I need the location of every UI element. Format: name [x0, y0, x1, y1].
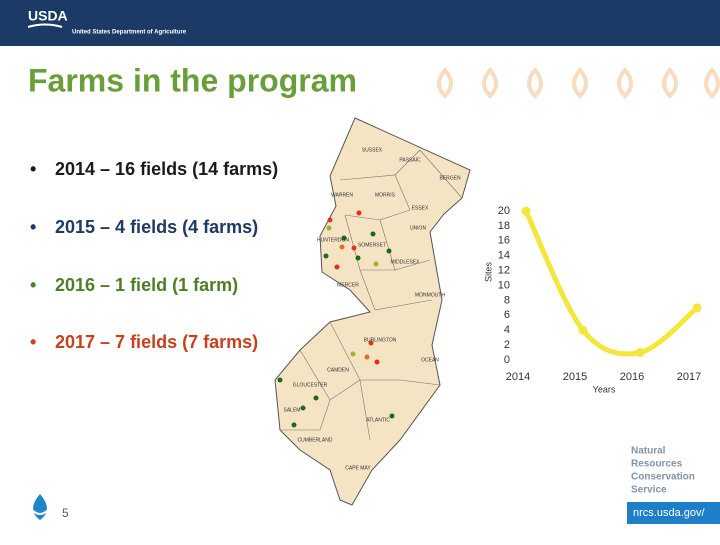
x-tick-label: 2015 — [563, 371, 587, 383]
county-lines — [280, 149, 463, 441]
data-point — [635, 348, 645, 358]
line-chart: 0 2 4 6 8 10 12 14 16 18 20 2014 2015 2016 2017 Sites Ye… — [483, 205, 702, 394]
org-name: Natural Resources Conservation Service — [631, 446, 695, 496]
county-label: SOMERSET — [358, 242, 386, 248]
county-label: GLOUCESTER — [293, 382, 328, 388]
bullet-list: • 2014 – 16 fields (14 farms) • 2015 – 4… — [30, 159, 278, 352]
y-tick-label: 0 — [504, 354, 510, 366]
county-label: MORRIS — [375, 192, 396, 198]
droplet-pattern — [437, 66, 720, 99]
series-line — [523, 209, 699, 357]
county-label: OCEAN — [421, 357, 439, 363]
county-label: SUSSEX — [362, 147, 383, 153]
x-tick-label: 2017 — [677, 371, 701, 383]
county-label: BURLINGTON — [364, 337, 397, 343]
org-line: Natural — [631, 446, 666, 457]
logo-swoosh — [27, 23, 63, 28]
county-label: CAPE MAY — [345, 465, 371, 471]
x-axis-label: Years — [593, 384, 616, 394]
county-label: ESSEX — [412, 205, 429, 211]
y-tick-label: 18 — [498, 220, 510, 232]
url: nrcs.usda.gov/ — [633, 507, 705, 519]
agency-name: United States Department of Agriculture — [72, 30, 187, 36]
page-number: 5 — [62, 506, 69, 520]
county-label: WARREN — [331, 192, 353, 198]
data-point — [521, 206, 531, 216]
county-label: MIDDLESEX — [391, 259, 421, 265]
data-point — [692, 303, 702, 313]
org-line: Service — [631, 485, 667, 496]
org-line: Conservation — [631, 472, 695, 483]
county-label: ATLANTIC — [366, 417, 390, 423]
county-label: MERCER — [337, 282, 359, 288]
data-point — [578, 325, 588, 335]
header-bar — [0, 0, 720, 46]
bullet-dot: • — [30, 217, 36, 237]
usda-logo: USDA — [28, 8, 68, 24]
county-label: PASSAIC — [399, 157, 421, 163]
bullet-dot: • — [30, 275, 36, 295]
y-tick-label: 20 — [498, 205, 510, 217]
y-tick-label: 14 — [498, 250, 510, 262]
y-tick-label: 6 — [504, 309, 510, 321]
county-label: CUMBERLAND — [297, 437, 332, 443]
bullet-text: 2016 – 1 field (1 farm) — [55, 275, 238, 295]
bullet-dot: • — [30, 332, 36, 352]
nj-map — [274, 117, 471, 506]
county-label: UNION — [410, 225, 427, 231]
bullet-text: 2014 – 16 fields (14 farms) — [55, 159, 278, 179]
x-tick-label: 2016 — [620, 371, 644, 383]
bullet-text: 2017 – 7 fields (7 farms) — [55, 332, 258, 352]
y-tick-label: 10 — [498, 279, 510, 291]
slide-title: Farms in the program — [28, 62, 357, 98]
y-tick-label: 4 — [504, 324, 510, 336]
y-tick-label: 16 — [498, 235, 510, 247]
y-tick-label: 2 — [504, 339, 510, 351]
y-tick-label: 12 — [498, 265, 510, 277]
y-axis-label: Sites — [483, 261, 493, 282]
county-label: CAMDEN — [327, 367, 349, 373]
county-label: SALEM — [284, 407, 301, 413]
bullet-dot: • — [30, 159, 36, 179]
county-label: BERGEN — [439, 175, 461, 181]
drop-logo-wave — [31, 509, 49, 515]
y-tick-label: 8 — [504, 294, 510, 306]
url-box — [627, 502, 720, 524]
bullet-text: 2015 – 4 fields (4 farms) — [55, 217, 258, 237]
org-line: Resources — [631, 459, 683, 470]
farm-markers — [277, 210, 395, 428]
county-label: MONMOUTH — [415, 292, 445, 298]
county-label: HUNTERDON — [317, 237, 349, 243]
x-tick-label: 2014 — [506, 371, 530, 383]
